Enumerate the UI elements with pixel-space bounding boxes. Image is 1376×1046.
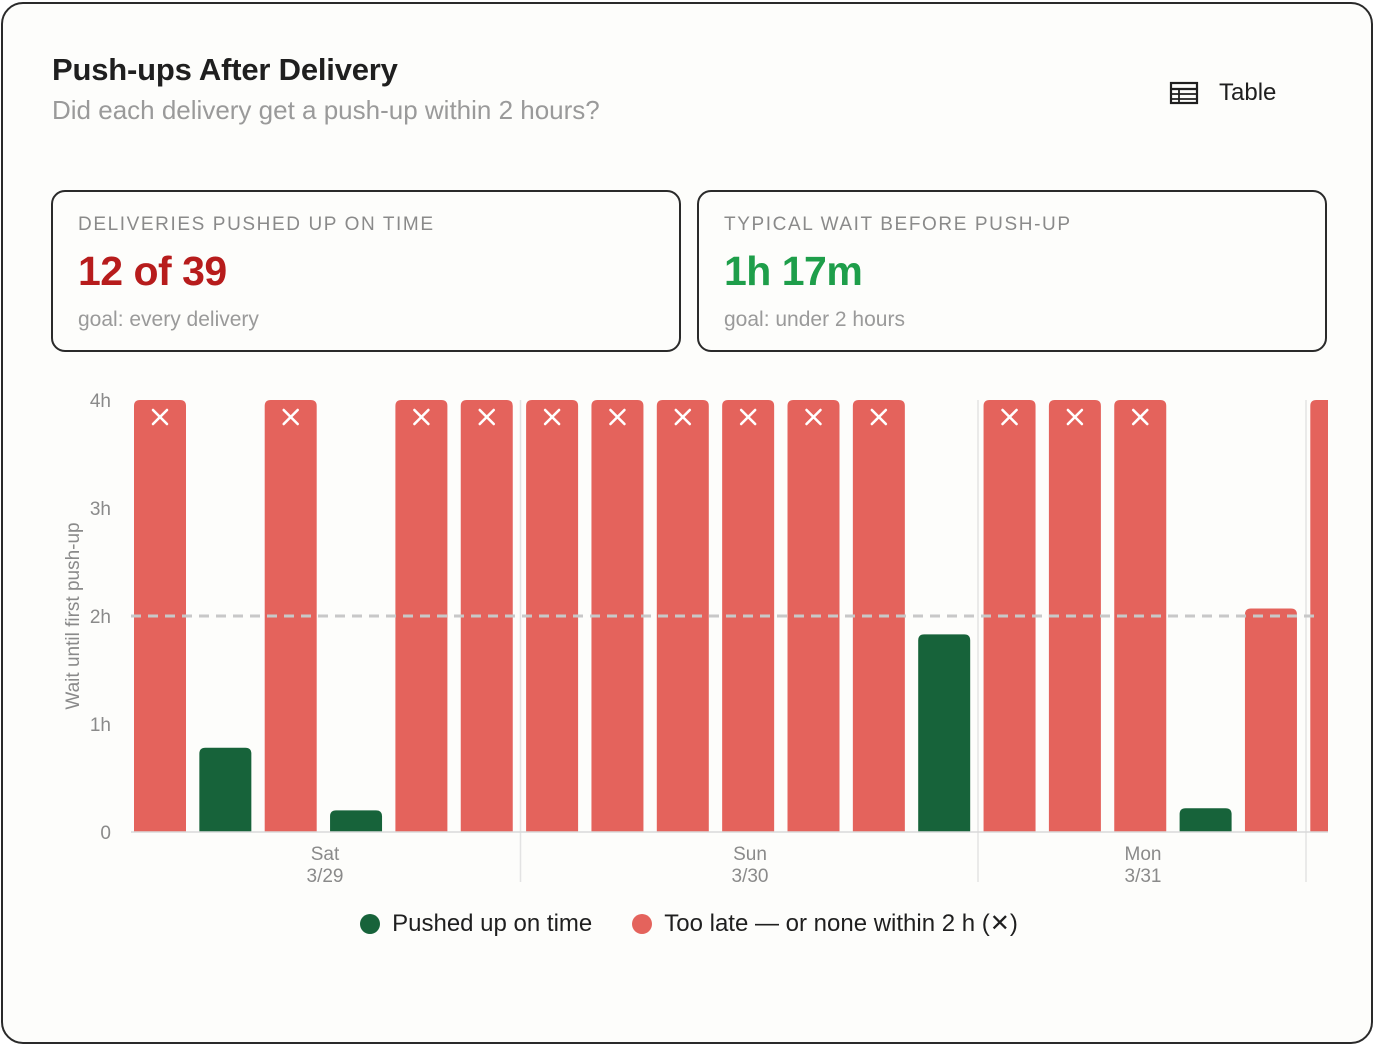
y-tick-label: 0 bbox=[100, 823, 111, 844]
legend-swatch-on-time bbox=[360, 913, 381, 934]
x-mark-icon bbox=[609, 408, 626, 426]
x-mark-icon bbox=[543, 408, 561, 426]
legend-item-late: Too late — or none within 2 h (✕) bbox=[632, 909, 1018, 938]
stat-goal: goal: every delivery bbox=[78, 308, 259, 331]
chart-legend: Pushed up on time Too late — or none wit… bbox=[3, 909, 1371, 938]
page-title: Push-ups After Delivery bbox=[52, 52, 398, 87]
table-view-label: Table bbox=[1219, 79, 1277, 106]
stat-value: 1h 17m bbox=[724, 248, 863, 294]
y-tick-label: 2h bbox=[90, 607, 111, 628]
stat-card-on-time: DELIVERIES PUSHED UP ON TIME 12 of 39 go… bbox=[51, 190, 681, 352]
x-tick-date: 3/29 bbox=[307, 866, 344, 887]
x-mark-icon bbox=[870, 408, 888, 426]
legend-item-on-time: Pushed up on time bbox=[360, 909, 592, 938]
x-mark-icon bbox=[1066, 408, 1084, 426]
bar bbox=[852, 400, 905, 832]
bar bbox=[983, 400, 1036, 832]
x-mark-icon bbox=[805, 408, 822, 426]
x-tick-day: Sat bbox=[311, 844, 340, 865]
bar bbox=[1244, 608, 1297, 832]
x-mark-icon bbox=[413, 408, 430, 426]
stat-card-typical-wait: TYPICAL WAIT BEFORE PUSH-UP 1h 17m goal:… bbox=[697, 190, 1327, 352]
table-icon bbox=[1169, 81, 1199, 105]
bar-chart: 0 1h 2h 3h 4h Wait until first push-up Sat3/29… bbox=[63, 391, 1328, 887]
x-mark-icon bbox=[674, 408, 692, 426]
x-tick-day: Mon bbox=[1125, 844, 1162, 865]
y-tick-label: 4h bbox=[90, 391, 111, 412]
legend-label: Too late — or none within 2 h (✕) bbox=[664, 910, 1018, 937]
legend-label: Pushed up on time bbox=[392, 909, 593, 937]
bar bbox=[591, 400, 644, 832]
bar bbox=[1179, 808, 1232, 832]
x-mark-icon bbox=[151, 408, 169, 426]
stat-value: 12 of 39 bbox=[78, 248, 227, 294]
y-tick-label: 1h bbox=[90, 715, 111, 736]
bar bbox=[526, 400, 579, 832]
stat-label: TYPICAL WAIT BEFORE PUSH-UP bbox=[724, 214, 1072, 235]
y-tick-label: 3h bbox=[90, 499, 111, 520]
bar bbox=[460, 400, 513, 832]
bar bbox=[918, 634, 971, 832]
x-mark-icon bbox=[1001, 408, 1018, 426]
x-tick-date: 3/31 bbox=[1125, 866, 1162, 887]
x-mark-icon bbox=[282, 408, 300, 426]
bar bbox=[134, 400, 186, 832]
y-axis-title: Wait until first push-up bbox=[63, 522, 84, 709]
bar bbox=[199, 747, 252, 832]
table-view-button[interactable]: Table bbox=[1169, 70, 1319, 116]
x-tick-date: 3/30 bbox=[732, 866, 769, 887]
x-mark-icon bbox=[1131, 408, 1149, 426]
legend-swatch-late bbox=[632, 913, 653, 934]
stat-goal: goal: under 2 hours bbox=[724, 308, 905, 331]
bar bbox=[1310, 400, 1328, 832]
stat-label: DELIVERIES PUSHED UP ON TIME bbox=[78, 214, 435, 235]
x-mark-icon bbox=[478, 408, 496, 426]
bar bbox=[330, 810, 383, 832]
page-subtitle: Did each delivery get a push-up within 2… bbox=[52, 95, 600, 125]
x-mark-icon bbox=[739, 408, 757, 426]
x-tick-day: Sun bbox=[733, 844, 767, 865]
